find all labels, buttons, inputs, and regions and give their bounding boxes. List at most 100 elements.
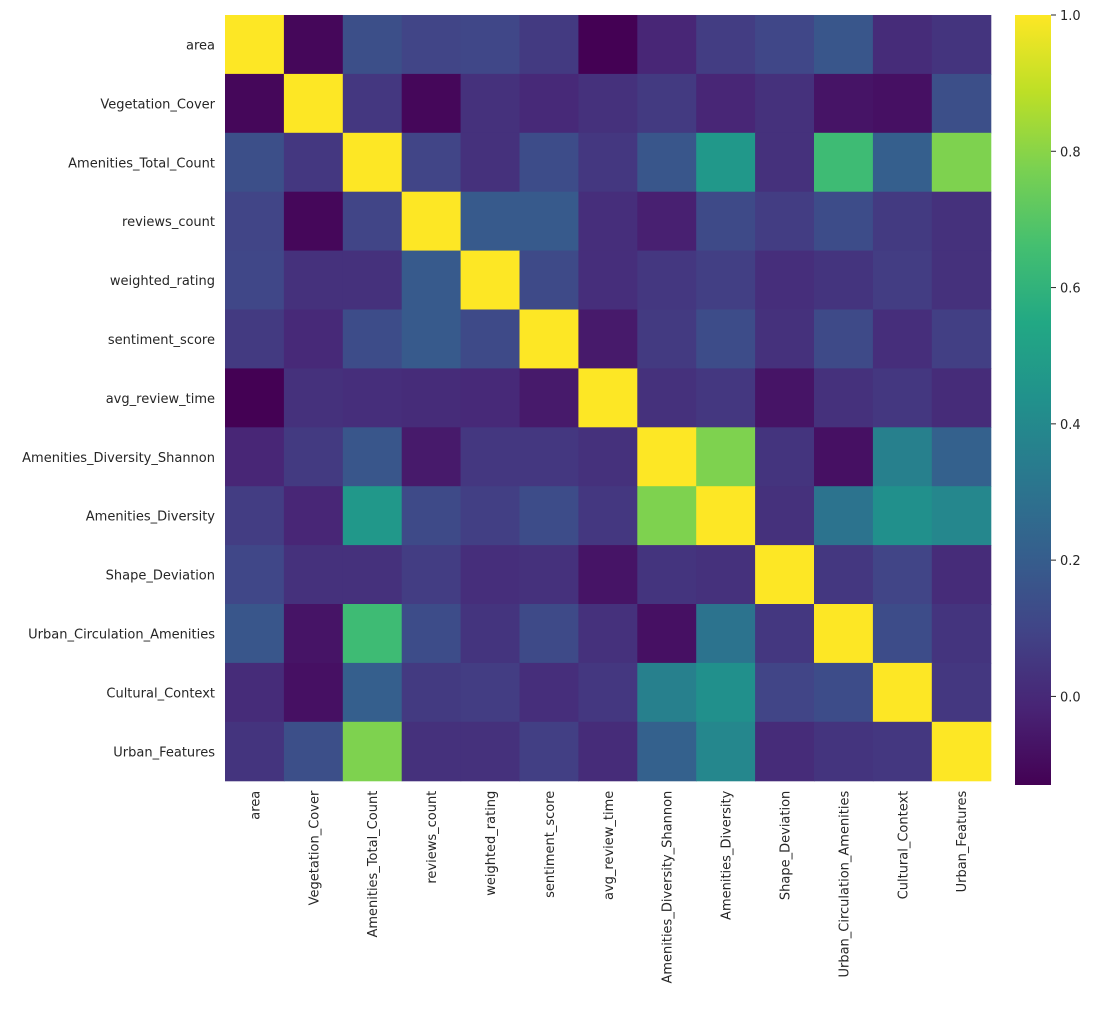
heatmap-cell bbox=[519, 191, 579, 252]
heatmap-cell bbox=[872, 427, 933, 487]
heatmap-cell bbox=[637, 427, 697, 487]
heatmap-cell bbox=[755, 132, 815, 193]
heatmap-cell bbox=[637, 191, 697, 252]
heatmap-cell bbox=[460, 132, 521, 193]
heatmap-cell bbox=[872, 368, 933, 428]
heatmap-cell bbox=[283, 545, 344, 605]
heatmap-cell bbox=[460, 427, 521, 487]
heatmap-cell bbox=[696, 721, 756, 782]
heatmap-cell bbox=[460, 191, 521, 252]
heatmap-cell bbox=[225, 545, 285, 605]
colorbar-tick-label: 0.8 bbox=[1060, 145, 1081, 160]
heatmap-cell bbox=[696, 15, 756, 75]
heatmap-cell bbox=[283, 309, 344, 369]
heatmap-cell bbox=[755, 662, 815, 723]
heatmap-cell bbox=[460, 368, 521, 428]
heatmap-cell bbox=[814, 191, 874, 252]
heatmap-cell bbox=[814, 73, 874, 134]
heatmap-cell bbox=[696, 191, 756, 252]
heatmap-cell bbox=[460, 721, 521, 782]
heatmap-cell bbox=[872, 73, 933, 134]
x-tick-label: Vegetation_Cover bbox=[307, 790, 322, 905]
heatmap-cell bbox=[460, 545, 521, 605]
heatmap-cell bbox=[283, 427, 344, 487]
heatmap-cell bbox=[755, 15, 815, 75]
heatmap-cell bbox=[755, 309, 815, 369]
heatmap-cell bbox=[283, 662, 344, 723]
heatmap-cell bbox=[872, 15, 933, 75]
x-tick-label: Urban_Circulation_Amenities bbox=[837, 790, 852, 977]
heatmap-cell bbox=[578, 486, 638, 546]
heatmap-cell bbox=[578, 427, 638, 487]
heatmap-cell bbox=[872, 309, 933, 369]
heatmap-cell bbox=[931, 545, 992, 605]
heatmap-cell bbox=[225, 132, 285, 193]
heatmap-cell bbox=[519, 486, 579, 546]
heatmap-cell bbox=[755, 250, 815, 311]
heatmap-cell bbox=[578, 604, 638, 664]
heatmap-cell bbox=[460, 486, 521, 546]
x-axis-labels: area Vegetation_Cover Amenities_Total_Coun… bbox=[248, 790, 970, 984]
colorbar-tick-label: 0.6 bbox=[1060, 282, 1081, 297]
y-tick-label: avg_review_time bbox=[106, 392, 215, 407]
heatmap-cell bbox=[225, 15, 285, 75]
y-tick-label: Vegetation_Cover bbox=[100, 97, 215, 112]
heatmap-cell bbox=[401, 662, 462, 723]
heatmap-cell bbox=[755, 486, 815, 546]
heatmap-cell bbox=[931, 15, 992, 75]
heatmap-cell bbox=[696, 309, 756, 369]
heatmap-cell bbox=[460, 604, 521, 664]
y-tick-label: Shape_Deviation bbox=[106, 569, 215, 584]
y-tick-label: weighted_rating bbox=[110, 274, 215, 289]
heatmap-cell bbox=[401, 545, 462, 605]
heatmap-cell bbox=[872, 604, 933, 664]
heatmap-cell bbox=[696, 250, 756, 311]
heatmap-cell bbox=[755, 368, 815, 428]
heatmap-cell bbox=[637, 662, 697, 723]
heatmap-cell bbox=[283, 73, 344, 134]
heatmap-cell bbox=[401, 427, 462, 487]
heatmap-cell bbox=[637, 15, 697, 75]
heatmap-cell bbox=[578, 545, 638, 605]
heatmap-cell bbox=[872, 662, 933, 723]
x-tick-label: Cultural_Context bbox=[896, 791, 911, 900]
heatmap-cell bbox=[460, 73, 521, 134]
x-tick-label: sentiment_score bbox=[543, 791, 558, 898]
y-tick-label: reviews_count bbox=[122, 215, 215, 230]
heatmap-cell bbox=[342, 250, 403, 311]
heatmap-cell bbox=[578, 191, 638, 252]
heatmap-cell bbox=[814, 662, 874, 723]
heatmap-cell bbox=[696, 486, 756, 546]
heatmap-cell bbox=[342, 604, 403, 664]
heatmap-cell bbox=[342, 191, 403, 252]
heatmap-cell bbox=[696, 368, 756, 428]
heatmap-cell bbox=[401, 132, 462, 193]
heatmap-cell bbox=[755, 73, 815, 134]
heatmap-cell bbox=[872, 250, 933, 311]
heatmap-cell bbox=[283, 604, 344, 664]
heatmap-cell bbox=[225, 309, 285, 369]
heatmap-cell bbox=[696, 662, 756, 723]
x-tick-label: reviews_count bbox=[425, 791, 440, 884]
heatmap-cell bbox=[225, 368, 285, 428]
heatmap-cell bbox=[814, 368, 874, 428]
heatmap-cell bbox=[696, 545, 756, 605]
colorbar bbox=[1015, 15, 1051, 785]
heatmap-cell bbox=[283, 721, 344, 782]
heatmap-cell bbox=[342, 73, 403, 134]
heatmap-cell bbox=[637, 721, 697, 782]
heatmap-cell bbox=[931, 368, 992, 428]
colorbar-tick-label: 0.4 bbox=[1060, 418, 1081, 433]
y-tick-label: Amenities_Diversity bbox=[86, 510, 216, 525]
heatmap-cell bbox=[637, 545, 697, 605]
heatmap-cell bbox=[872, 721, 933, 782]
y-tick-label: Urban_Features bbox=[113, 745, 215, 760]
heatmap-cell bbox=[519, 15, 579, 75]
heatmap-cell bbox=[401, 250, 462, 311]
heatmap-cell bbox=[225, 662, 285, 723]
heatmap-cell bbox=[283, 368, 344, 428]
heatmap-cell bbox=[342, 486, 403, 546]
heatmap-cell bbox=[283, 15, 344, 75]
heatmap-cell bbox=[519, 309, 579, 369]
heatmap-cell bbox=[519, 721, 579, 782]
